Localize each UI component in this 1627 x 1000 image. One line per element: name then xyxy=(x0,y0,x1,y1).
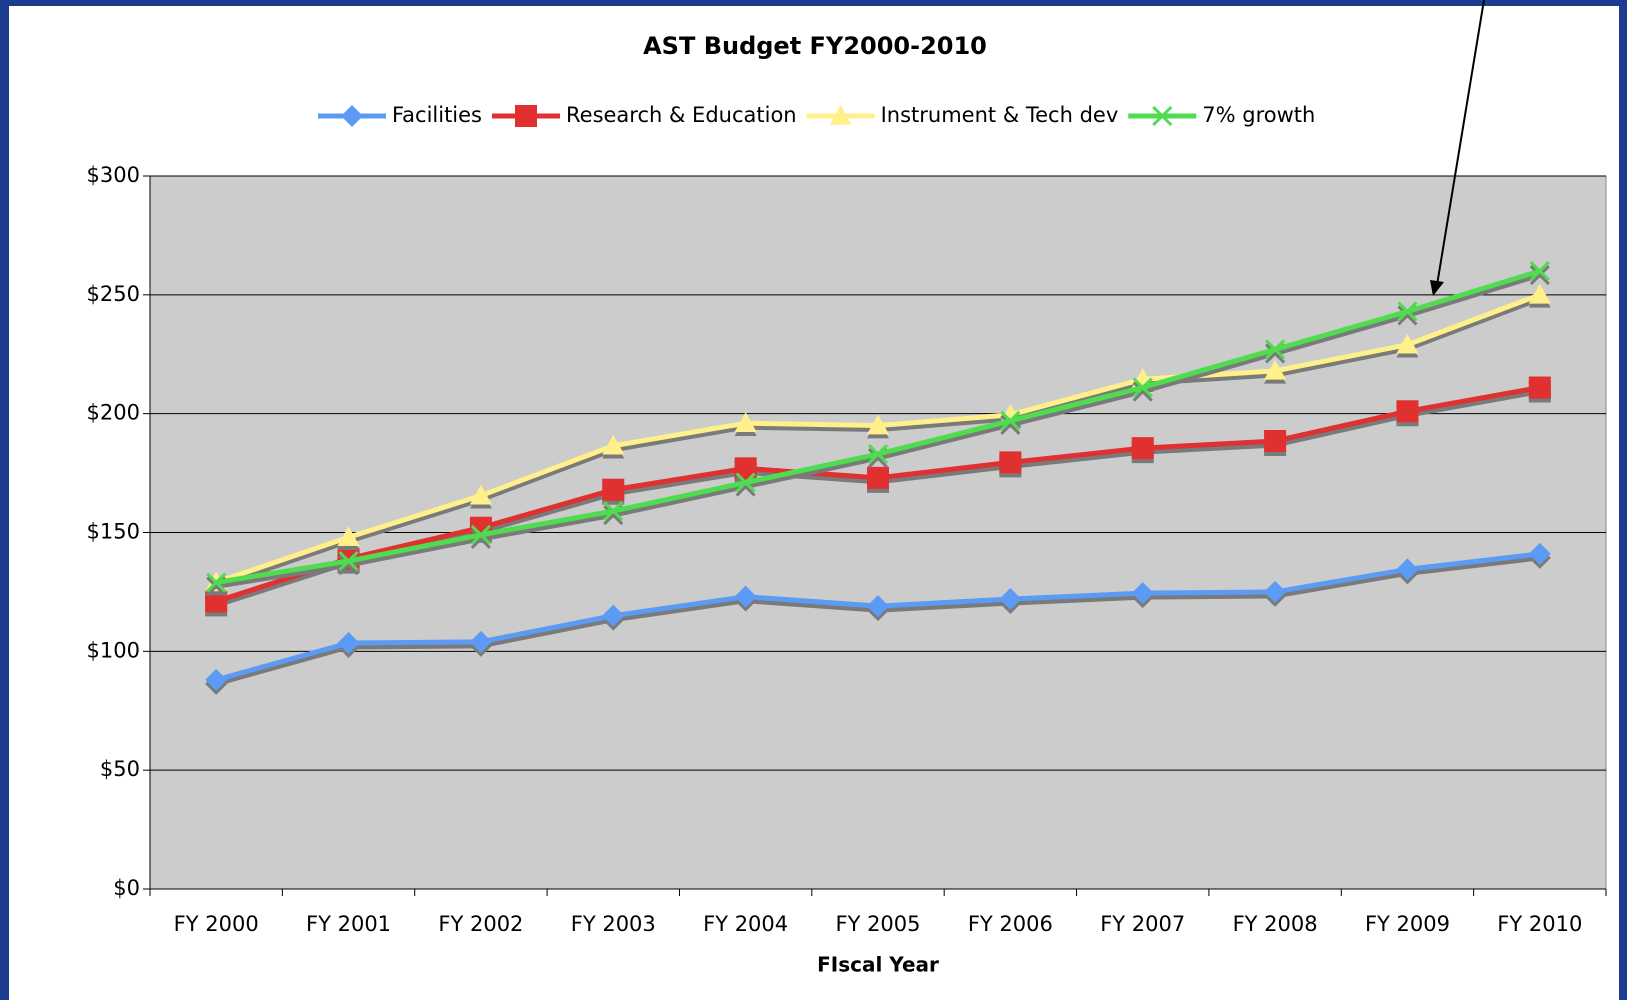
marker xyxy=(1131,437,1154,460)
x-tick-label: FY 2010 xyxy=(1497,912,1582,936)
arrow-head xyxy=(1430,280,1444,296)
marker xyxy=(341,105,363,127)
marker xyxy=(602,478,625,501)
y-tick-label: $150 xyxy=(87,520,140,544)
legend-label: Facilities xyxy=(392,103,482,127)
legend-item: 7% growth xyxy=(1128,103,1315,127)
marker xyxy=(1132,377,1153,398)
marker xyxy=(1396,333,1419,354)
x-axis-title: FIscal Year xyxy=(817,953,939,977)
top-border xyxy=(0,0,1627,6)
x-tick-label: FY 2008 xyxy=(1233,912,1318,936)
marker xyxy=(1529,261,1550,282)
x-tick-label: FY 2001 xyxy=(306,912,391,936)
marker xyxy=(1264,359,1287,380)
marker xyxy=(1000,410,1021,431)
marker xyxy=(1528,542,1551,565)
marker xyxy=(469,484,492,505)
legend-label: Research & Education xyxy=(566,103,797,127)
y-tick-label: $50 xyxy=(100,757,140,781)
legend-item: Instrument & Tech dev xyxy=(806,103,1119,127)
marker xyxy=(337,632,360,655)
marker xyxy=(999,451,1022,474)
marker xyxy=(867,444,889,465)
marker xyxy=(602,434,625,455)
grid: $0 $50 $100 $150 $200 $250 $300 FY 2000 FY 2001 F… xyxy=(87,163,1607,936)
marker xyxy=(735,472,756,493)
marker xyxy=(1264,580,1287,603)
y-tick-label: $200 xyxy=(87,401,140,425)
marker xyxy=(470,524,491,545)
marker xyxy=(734,412,757,432)
x-tick-label: FY 2000 xyxy=(174,912,259,936)
marker xyxy=(469,630,492,653)
marker xyxy=(205,590,228,613)
marker xyxy=(734,585,757,608)
marker xyxy=(603,501,624,522)
x-tick-label: FY 2007 xyxy=(1100,912,1185,936)
marker xyxy=(338,550,359,572)
marker xyxy=(1131,582,1154,605)
marker xyxy=(829,105,852,125)
x-tick-label: FY 2002 xyxy=(438,912,523,936)
x-tick-label: FY 2005 xyxy=(835,912,920,936)
annotation-arrow xyxy=(1436,0,1485,286)
x-tick-label: FY 2003 xyxy=(571,912,656,936)
y-tick-label: $250 xyxy=(87,282,140,306)
marker xyxy=(734,457,757,480)
y-tick-label: $300 xyxy=(87,163,140,187)
marker xyxy=(1396,400,1419,423)
x-tick-label: FY 2004 xyxy=(703,912,788,936)
marker xyxy=(337,526,360,547)
marker xyxy=(867,414,889,435)
left-border xyxy=(0,0,9,1000)
marker xyxy=(205,668,228,691)
legend-item: Research & Education xyxy=(492,103,797,127)
x-tick-label: FY 2006 xyxy=(968,912,1053,936)
series xyxy=(206,261,1550,593)
series xyxy=(205,542,1551,691)
marker xyxy=(1264,429,1287,452)
chart-title: AST Budget FY2000-2010 xyxy=(643,32,987,60)
marker xyxy=(1397,301,1418,322)
x-tick-label: FY 2009 xyxy=(1365,912,1450,936)
marker xyxy=(867,595,889,618)
marker xyxy=(1528,283,1551,304)
legend-label: 7% growth xyxy=(1202,103,1315,127)
series-layer xyxy=(205,261,1551,691)
marker xyxy=(1265,339,1286,360)
marker xyxy=(1396,558,1419,581)
legend-item: Facilities xyxy=(318,103,482,127)
marker xyxy=(1152,105,1173,127)
y-tick-label: $100 xyxy=(87,638,140,662)
right-border xyxy=(1619,0,1627,1000)
marker xyxy=(1528,376,1551,399)
marker xyxy=(515,105,537,127)
marker xyxy=(206,572,227,593)
legend: Facilities Research & Education Instrument… xyxy=(318,103,1315,127)
marker xyxy=(602,604,625,627)
y-tick-label: $0 xyxy=(113,876,140,900)
marker xyxy=(867,466,889,489)
marker xyxy=(999,588,1022,611)
legend-label: Instrument & Tech dev xyxy=(881,103,1119,127)
